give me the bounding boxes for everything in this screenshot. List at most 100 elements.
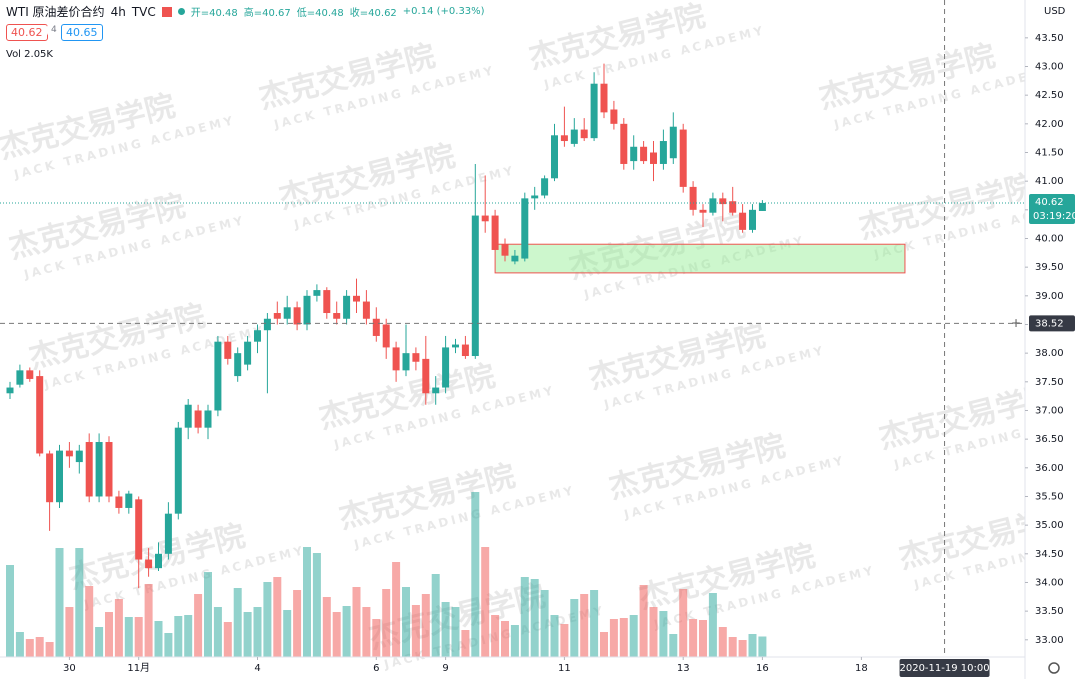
ohlc: 低=40.48: [296, 8, 344, 19]
candle-body: [650, 152, 657, 164]
y-tick-label: 35.50: [1035, 491, 1064, 502]
volume-bar: [303, 547, 311, 657]
candle-body: [135, 499, 143, 560]
volume-bar: [481, 547, 490, 657]
volume-bar: [95, 627, 104, 657]
volume-bar: [283, 610, 292, 657]
flag[interactable]: [161, 6, 172, 17]
candle-body: [699, 209, 707, 213]
y-tick-label: 43.50: [1035, 33, 1064, 44]
volume-bar: [154, 621, 163, 657]
candle-body: [95, 442, 103, 497]
volume-bar: [75, 548, 84, 657]
candle-body: [313, 290, 321, 296]
candle-body: [75, 450, 83, 463]
candle-body: [521, 198, 529, 259]
candle-body: [689, 186, 697, 210]
volume-bar: [312, 553, 321, 657]
candle-body: [412, 353, 420, 362]
candle-body: [155, 553, 162, 569]
x-tick-label: 16: [756, 663, 769, 674]
candle-body: [125, 493, 133, 508]
candle-body: [194, 410, 202, 428]
candle-body: [729, 201, 737, 213]
volume-bar: [273, 577, 282, 657]
volume-title: Vol: [6, 49, 21, 60]
x-tick-label: 4: [254, 663, 260, 674]
candle-body: [46, 453, 54, 503]
volume-bar: [738, 640, 747, 657]
candle-body: [85, 442, 93, 497]
candle-body: [541, 178, 549, 196]
candle-body: [758, 202, 766, 211]
volume-bar: [342, 606, 351, 657]
candle-body: [709, 198, 717, 213]
status-dot: [177, 8, 185, 15]
volume-bar: [560, 624, 569, 657]
volume-bar: [293, 590, 302, 657]
volume-bar: [471, 492, 480, 657]
volume-bar: [639, 585, 648, 657]
volume-bar: [540, 590, 549, 657]
volume-bar: [758, 636, 767, 657]
volume-value: 2.05K: [24, 49, 53, 60]
candle-body: [353, 295, 360, 302]
source: TVC: [131, 4, 156, 19]
y-tick-label: 39.50: [1035, 262, 1064, 273]
volume-bar: [441, 602, 450, 657]
candle-body: [511, 255, 519, 262]
candle-body: [16, 370, 24, 385]
candle-body: [263, 318, 271, 331]
candle-body: [105, 442, 113, 497]
volume-bar: [253, 607, 262, 657]
x-tick-label: 11: [558, 663, 571, 674]
volume-bar: [600, 632, 608, 657]
volume-bar: [530, 579, 539, 657]
volume-bar: [204, 572, 212, 657]
buy-price[interactable]: 40.65: [61, 24, 103, 41]
volume-bar: [520, 577, 529, 657]
currency: USD: [1044, 6, 1066, 17]
countdown: 03:19:20: [1033, 211, 1078, 222]
y-tick-label: 37.50: [1035, 377, 1064, 388]
candle-body: [6, 387, 14, 394]
y-tick-label: 33.50: [1035, 606, 1064, 617]
settings-icon[interactable]: [1048, 662, 1060, 674]
volume-bar: [619, 618, 628, 657]
candle-body: [630, 146, 638, 162]
volume-bar: [184, 615, 193, 657]
x-tick-label: 13: [677, 663, 690, 674]
volume-bar: [669, 634, 678, 657]
y-tick-label: 41.50: [1035, 147, 1064, 158]
volume-bar: [194, 594, 203, 657]
volume-bar: [570, 599, 579, 657]
y-tick-label: 39.00: [1035, 291, 1064, 302]
volume-bar: [501, 621, 509, 657]
volume-bar: [451, 607, 460, 657]
candle-body: [749, 209, 756, 230]
candle-body: [659, 141, 667, 164]
candle-body: [432, 387, 440, 394]
crosshair-plus: +: [1011, 316, 1021, 330]
header: WTI 原油差价合约 4h TVC 开=40.48 高=40.67 低=40.4…: [6, 3, 485, 20]
y-tick-label: 36.50: [1035, 434, 1064, 445]
candle-body: [620, 123, 628, 164]
candle-body: [254, 330, 261, 342]
volume-bar: [679, 589, 688, 657]
sell-price[interactable]: 40.62: [6, 24, 48, 41]
candle-body: [501, 244, 509, 256]
volume-bar: [45, 642, 54, 657]
y-tick-label: 36.00: [1035, 463, 1064, 474]
volume-bar: [25, 639, 34, 657]
volume-bar: [372, 619, 381, 657]
y-tick-label: 42.50: [1035, 90, 1064, 101]
candle-body: [570, 129, 578, 144]
candle-body: [471, 215, 479, 357]
candle-body: [214, 341, 222, 411]
candle-body: [422, 358, 430, 394]
